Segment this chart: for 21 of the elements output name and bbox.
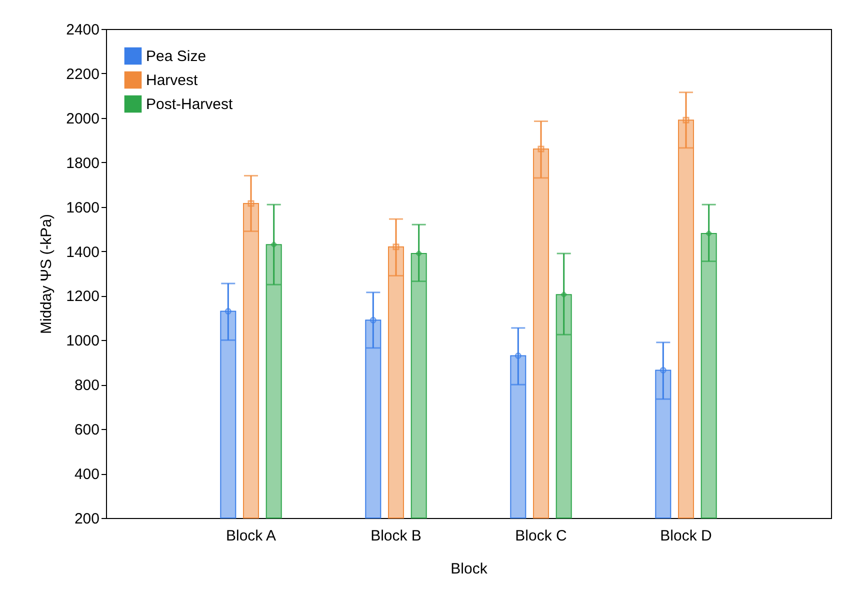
legend-label: Pea Size (146, 48, 206, 65)
x-tick-label: Block B (370, 528, 422, 544)
x-tick-label: Block A (226, 528, 276, 544)
y-tick-label: 1600 (66, 199, 100, 216)
y-tick-label: 2200 (66, 66, 100, 83)
y-tick-label: 2000 (66, 110, 100, 128)
x-axis-title: Block (450, 560, 488, 578)
y-tick-label: 1400 (66, 244, 100, 261)
y-tick-label: 200 (74, 510, 100, 528)
y-tick-label: 1200 (66, 288, 100, 306)
y-tick-label: 1800 (66, 154, 100, 172)
x-tick-label: Block D (660, 528, 712, 544)
y-tick-label: 2400 (66, 22, 100, 38)
y-tick-label: 1000 (66, 332, 100, 350)
legend-label: Post-Harvest (146, 96, 234, 113)
legend-label: Harvest (146, 72, 199, 89)
y-tick-label: 800 (74, 377, 100, 394)
y-tick-label: 600 (74, 422, 100, 439)
y-tick-label: 400 (74, 466, 100, 484)
y-axis-title: Midday ΨS (-kPa) (38, 214, 56, 334)
x-tick-label: Block C (515, 528, 568, 544)
